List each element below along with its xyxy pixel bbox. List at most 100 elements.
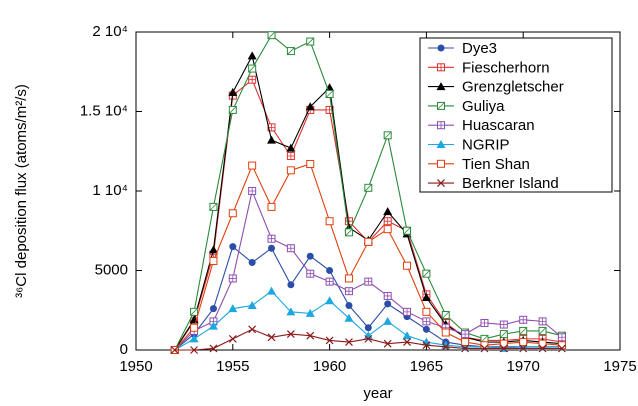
data-point bbox=[519, 315, 528, 324]
data-point bbox=[538, 317, 547, 326]
data-point bbox=[209, 202, 218, 211]
legend-marker bbox=[437, 44, 445, 52]
data-point bbox=[538, 344, 547, 353]
data-point bbox=[421, 293, 431, 302]
data-point bbox=[364, 324, 372, 332]
x-axis-label: year bbox=[363, 385, 392, 402]
data-point bbox=[422, 325, 430, 333]
data-point bbox=[248, 259, 256, 267]
data-point bbox=[384, 300, 392, 308]
x-tick-label: 1955 bbox=[216, 358, 249, 375]
data-point bbox=[267, 31, 276, 40]
data-point bbox=[383, 131, 392, 140]
data-point bbox=[441, 342, 450, 351]
x-tick-label: 1950 bbox=[119, 358, 152, 375]
legend-label: Tien Shan bbox=[462, 156, 530, 173]
legend-label: Huascaran bbox=[462, 117, 535, 134]
data-point bbox=[228, 334, 237, 343]
data-point bbox=[499, 344, 508, 353]
data-point bbox=[422, 317, 431, 326]
data-point bbox=[538, 339, 547, 348]
legend-box bbox=[419, 37, 613, 193]
data-point bbox=[248, 161, 257, 170]
data-point bbox=[248, 187, 257, 195]
legend-label: Fiescherhorn bbox=[462, 59, 550, 76]
legend-marker bbox=[436, 140, 446, 148]
data-point bbox=[519, 338, 528, 347]
legend-label: Berkner Island bbox=[462, 175, 559, 192]
data-point bbox=[519, 326, 528, 335]
data-point bbox=[190, 307, 199, 316]
data-point bbox=[403, 307, 412, 316]
y-tick-label: 1.5 10⁴ bbox=[80, 102, 128, 119]
data-point bbox=[209, 256, 218, 265]
legend-marker bbox=[437, 159, 445, 168]
data-point bbox=[557, 344, 566, 353]
data-point bbox=[209, 344, 218, 353]
data-point bbox=[461, 338, 470, 347]
data-point bbox=[287, 281, 295, 289]
data-point bbox=[383, 291, 392, 300]
data-point bbox=[190, 346, 199, 354]
data-point bbox=[286, 307, 296, 316]
data-point bbox=[325, 217, 334, 226]
data-point bbox=[248, 64, 257, 73]
data-point bbox=[538, 326, 547, 335]
data-point bbox=[286, 244, 295, 253]
data-point bbox=[461, 330, 470, 339]
data-point bbox=[403, 261, 412, 270]
data-point bbox=[286, 143, 296, 152]
data-point bbox=[228, 105, 237, 114]
y-axis-label: ³⁶Cl deposition flux (atoms/m²/s) bbox=[13, 84, 30, 298]
data-point bbox=[383, 225, 392, 234]
data-point bbox=[228, 209, 237, 218]
y-tick-label: 1 10⁴ bbox=[92, 182, 128, 199]
data-point bbox=[228, 304, 238, 313]
y-tick-label: 2 10⁴ bbox=[92, 23, 128, 40]
data-point bbox=[403, 338, 411, 346]
data-point bbox=[383, 207, 393, 216]
data-point bbox=[325, 296, 335, 305]
data-point bbox=[441, 328, 450, 337]
data-point bbox=[170, 346, 179, 354]
data-point bbox=[499, 330, 508, 339]
data-point bbox=[306, 37, 315, 46]
data-point bbox=[402, 331, 412, 340]
data-point bbox=[208, 321, 218, 330]
legend-marker bbox=[437, 63, 445, 72]
data-point bbox=[325, 277, 334, 286]
data-point bbox=[364, 277, 373, 286]
x-tick-label: 1965 bbox=[410, 358, 443, 375]
data-point bbox=[267, 333, 276, 342]
data-point bbox=[499, 339, 508, 348]
data-point bbox=[344, 287, 353, 296]
data-point bbox=[345, 301, 353, 309]
data-point bbox=[422, 341, 431, 350]
data-point bbox=[326, 267, 334, 274]
data-point bbox=[306, 331, 315, 340]
data-point bbox=[325, 336, 334, 345]
data-point bbox=[267, 202, 276, 211]
data-point bbox=[208, 245, 218, 254]
data-point bbox=[344, 313, 354, 322]
data-point bbox=[306, 269, 315, 278]
data-point bbox=[345, 338, 353, 346]
data-point bbox=[305, 102, 315, 111]
data-point bbox=[306, 159, 315, 168]
data-point bbox=[247, 51, 257, 60]
legend-label: Dye3 bbox=[462, 40, 497, 57]
data-point bbox=[267, 234, 276, 243]
data-point bbox=[306, 252, 314, 260]
data-point bbox=[229, 243, 237, 251]
data-point bbox=[422, 269, 431, 278]
data-point bbox=[267, 123, 276, 132]
data-point bbox=[499, 320, 508, 329]
y-tick-label: 0 bbox=[120, 341, 128, 358]
data-point bbox=[344, 274, 353, 283]
x-tick-label: 1960 bbox=[313, 358, 346, 375]
data-point bbox=[247, 300, 257, 309]
data-point bbox=[248, 325, 257, 334]
data-point bbox=[383, 339, 392, 348]
data-point bbox=[480, 318, 489, 327]
